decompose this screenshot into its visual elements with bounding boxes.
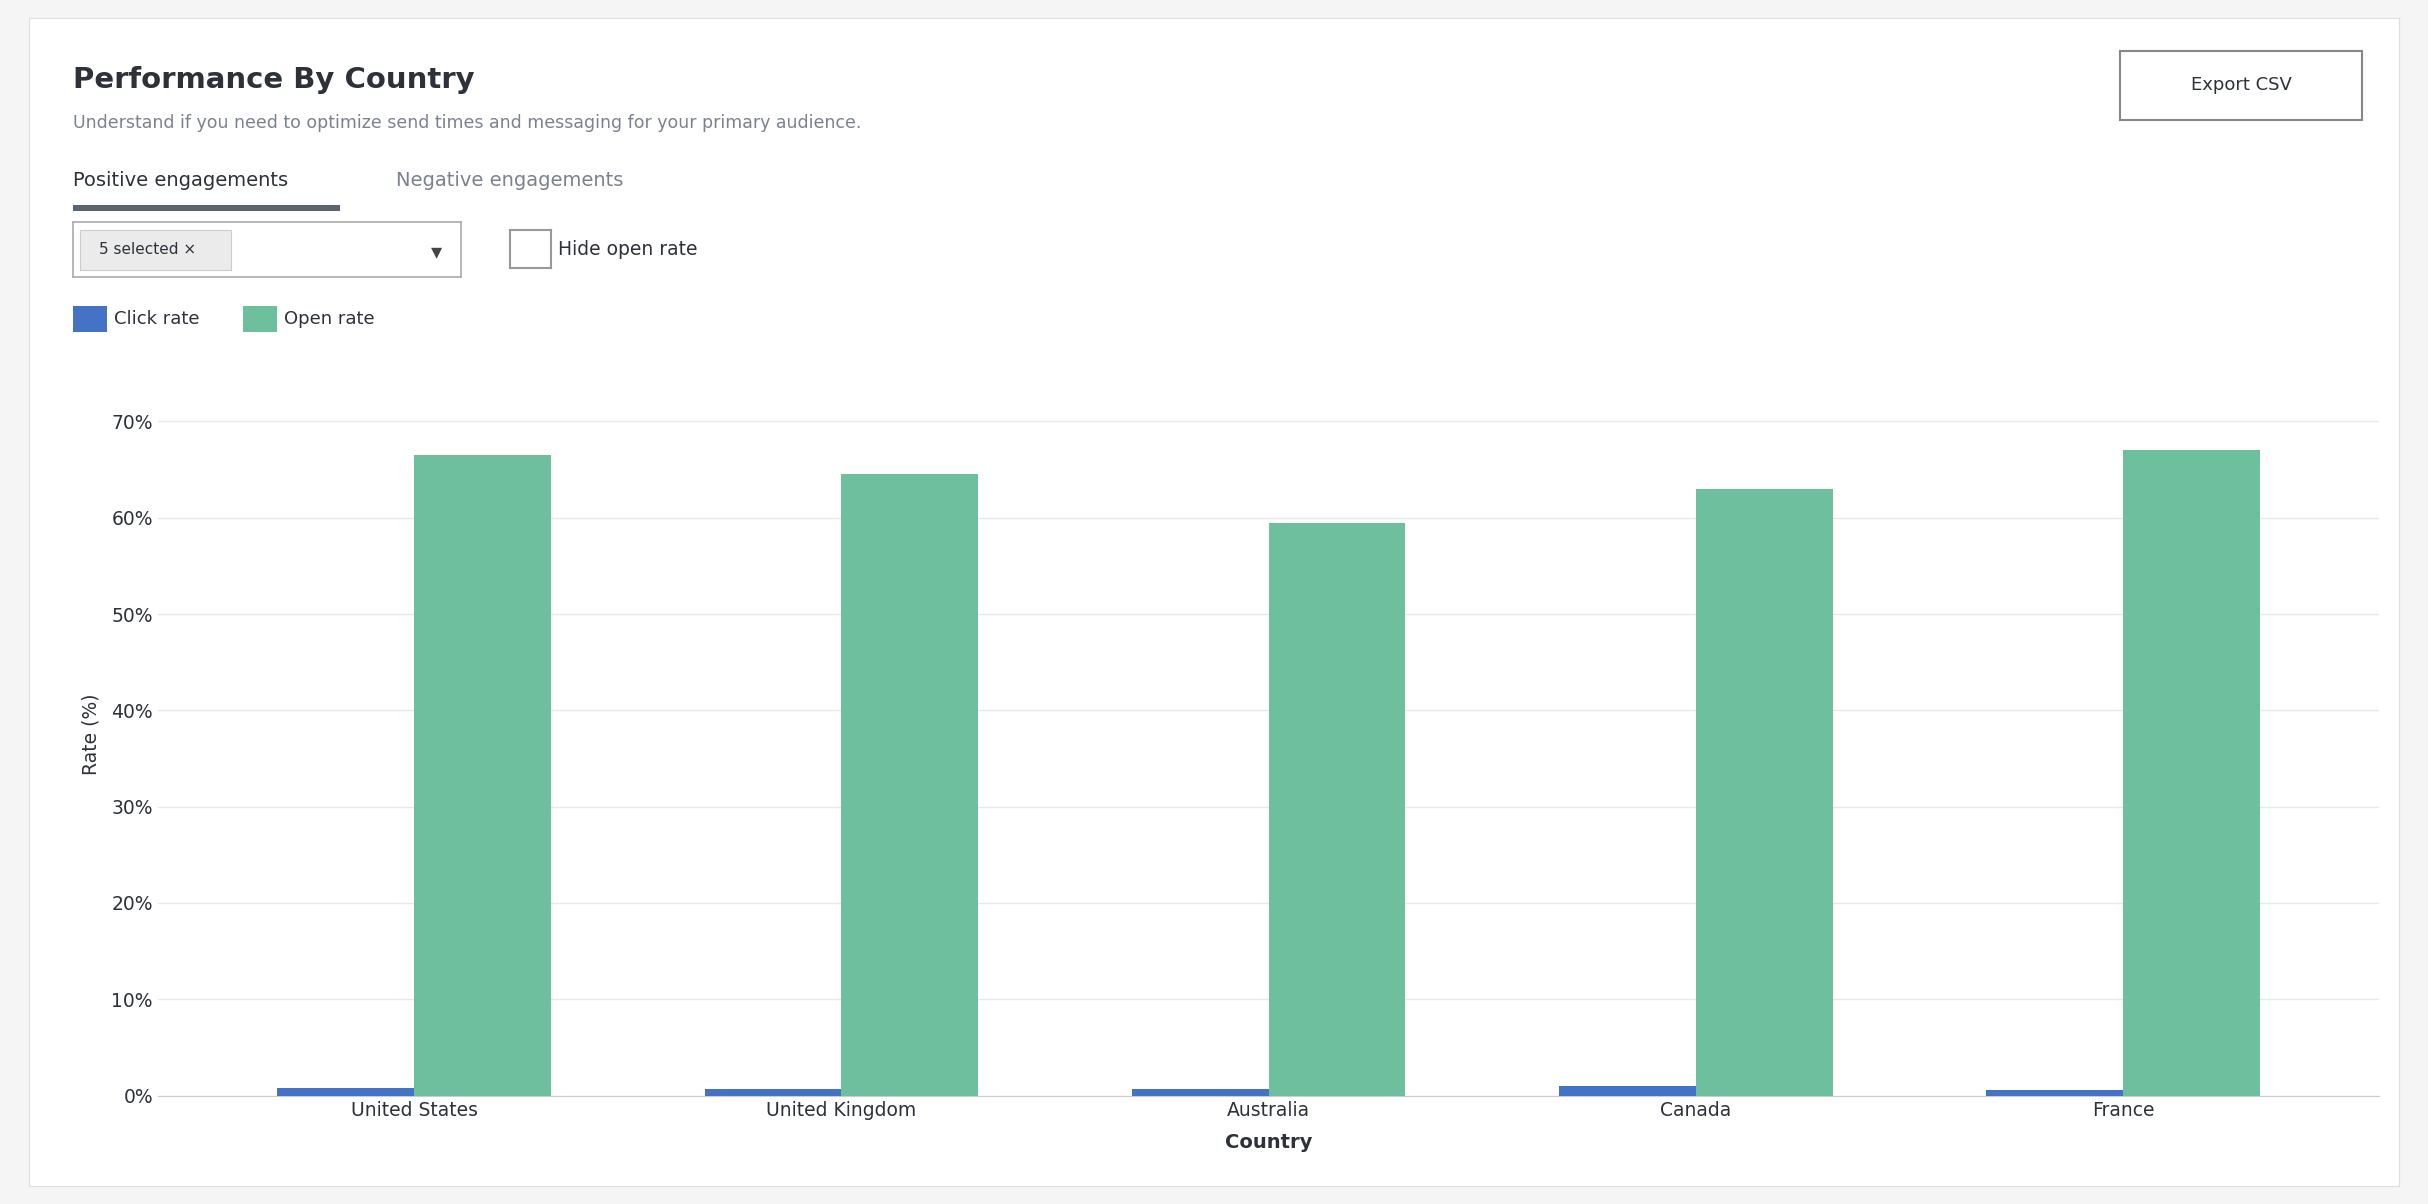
Text: Understand if you need to optimize send times and messaging for your primary aud: Understand if you need to optimize send …	[73, 114, 862, 132]
Text: ▾: ▾	[430, 242, 442, 262]
X-axis label: Country: Country	[1226, 1133, 1311, 1152]
Bar	[415, 455, 551, 1096]
Bar	[843, 474, 978, 1096]
Bar	[1695, 489, 1833, 1096]
Text: Positive engagements: Positive engagements	[73, 171, 289, 190]
Bar	[704, 1088, 843, 1096]
Text: Hide open rate: Hide open rate	[558, 240, 697, 259]
Bar	[1986, 1090, 2122, 1096]
Text: Click rate: Click rate	[114, 311, 199, 327]
Bar	[2122, 450, 2260, 1096]
Y-axis label: Rate (%): Rate (%)	[80, 694, 100, 775]
Bar	[1559, 1086, 1695, 1096]
Text: Performance By Country: Performance By Country	[73, 66, 473, 94]
Text: Open rate: Open rate	[284, 311, 374, 327]
Bar	[1131, 1088, 1270, 1096]
Text: Negative engagements: Negative engagements	[396, 171, 624, 190]
Text: 5 selected ×: 5 selected ×	[100, 242, 197, 258]
Bar	[277, 1088, 415, 1096]
Bar	[1270, 523, 1406, 1096]
Text: Export CSV: Export CSV	[2190, 77, 2292, 94]
